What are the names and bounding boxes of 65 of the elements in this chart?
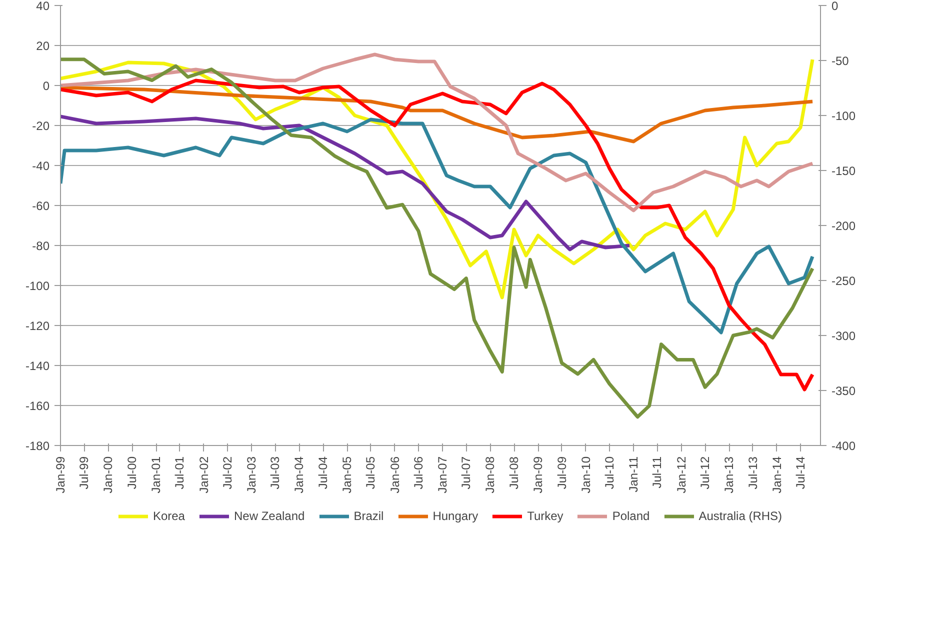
y-tick-label: 40: [36, 0, 50, 13]
line-series: [60, 58, 814, 300]
y2-tick-label: -350: [832, 384, 856, 398]
y-tick-label: -140: [25, 359, 50, 373]
legend-label: Korea: [152, 509, 185, 523]
legend-label: Poland: [612, 509, 650, 523]
x-tick-label: Jan-08: [483, 456, 498, 494]
x-tick-label: Jan-12: [674, 456, 688, 494]
y2-tick-label: -400: [832, 439, 856, 453]
x-tick-label: Jul-10: [602, 456, 616, 490]
y-tick-label: 20: [36, 39, 50, 53]
x-tick-label: Jul-07: [459, 456, 474, 490]
line-series: [60, 118, 814, 334]
x-tick-label: Jan-13: [722, 456, 736, 494]
x-tick-label: Jan-11: [626, 456, 641, 492]
y-tick-label: -120: [25, 319, 50, 333]
y-tick-label: -40: [32, 159, 50, 173]
x-tick-label: Jan-14: [770, 456, 784, 494]
x-tick-label: Jul-00: [125, 456, 140, 490]
legend-label: Brazil: [354, 509, 384, 523]
x-tick-label: Jul-08: [507, 456, 522, 490]
y2-tick-label: 0: [832, 0, 838, 13]
y2-tick-label: -50: [832, 54, 850, 68]
x-tick-label: Jan-07: [436, 456, 450, 494]
x-tick-label: Jul-99: [77, 456, 92, 490]
x-tick-label: Jan-03: [244, 456, 259, 494]
x-tick-label: Jan-99: [54, 456, 68, 494]
y-tick-label: -60: [32, 199, 50, 213]
y2-tick-label: -200: [832, 219, 856, 233]
x-tick-label: Jan-05: [340, 456, 354, 494]
line-series: [60, 86, 814, 144]
y2-tick-label: -100: [832, 109, 856, 123]
legend-label: Turkey: [527, 509, 564, 523]
x-tick-label: Jan-02: [196, 456, 211, 494]
legend-label: Hungary: [432, 509, 478, 523]
y2-tick-label: -150: [832, 164, 856, 178]
x-tick-label: Jan-01: [149, 456, 164, 494]
y-tick-label: -20: [32, 119, 50, 133]
x-tick-label: Jul-13: [746, 456, 760, 490]
x-tick-label: Jul-12: [698, 456, 712, 490]
x-tick-label: Jan-04: [292, 456, 306, 494]
x-tick-label: Jul-03: [268, 456, 282, 490]
y-tick-label: -180: [25, 439, 50, 453]
legend-label: Australia (RHS): [698, 509, 782, 523]
y-tick-label: 0: [42, 79, 50, 93]
x-tick-label: Jan-09: [531, 456, 546, 494]
y-tick-label: -80: [32, 239, 50, 253]
x-tick-label: Jul-02: [220, 456, 234, 490]
y-tick-label: -160: [25, 399, 50, 413]
line-series: [60, 114, 632, 252]
x-tick-label: Jul-11: [650, 456, 664, 488]
x-tick-label: Jan-10: [578, 456, 593, 494]
legend-label: New Zealand: [234, 509, 305, 523]
x-tick-label: Jul-14: [793, 456, 808, 490]
y-tick-label: -100: [25, 279, 50, 293]
x-tick-label: Jul-01: [172, 456, 187, 490]
x-tick-label: Jan-00: [101, 456, 116, 494]
x-tick-label: Jul-06: [411, 456, 426, 490]
y2-tick-label: -250: [832, 274, 856, 288]
x-tick-label: Jul-05: [364, 456, 378, 490]
x-tick-label: Jul-09: [554, 456, 569, 490]
line-series: [60, 52, 814, 212]
y2-tick-label: -300: [832, 329, 856, 343]
x-tick-label: Jan-06: [388, 456, 402, 494]
x-tick-label: Jul-04: [316, 456, 330, 490]
